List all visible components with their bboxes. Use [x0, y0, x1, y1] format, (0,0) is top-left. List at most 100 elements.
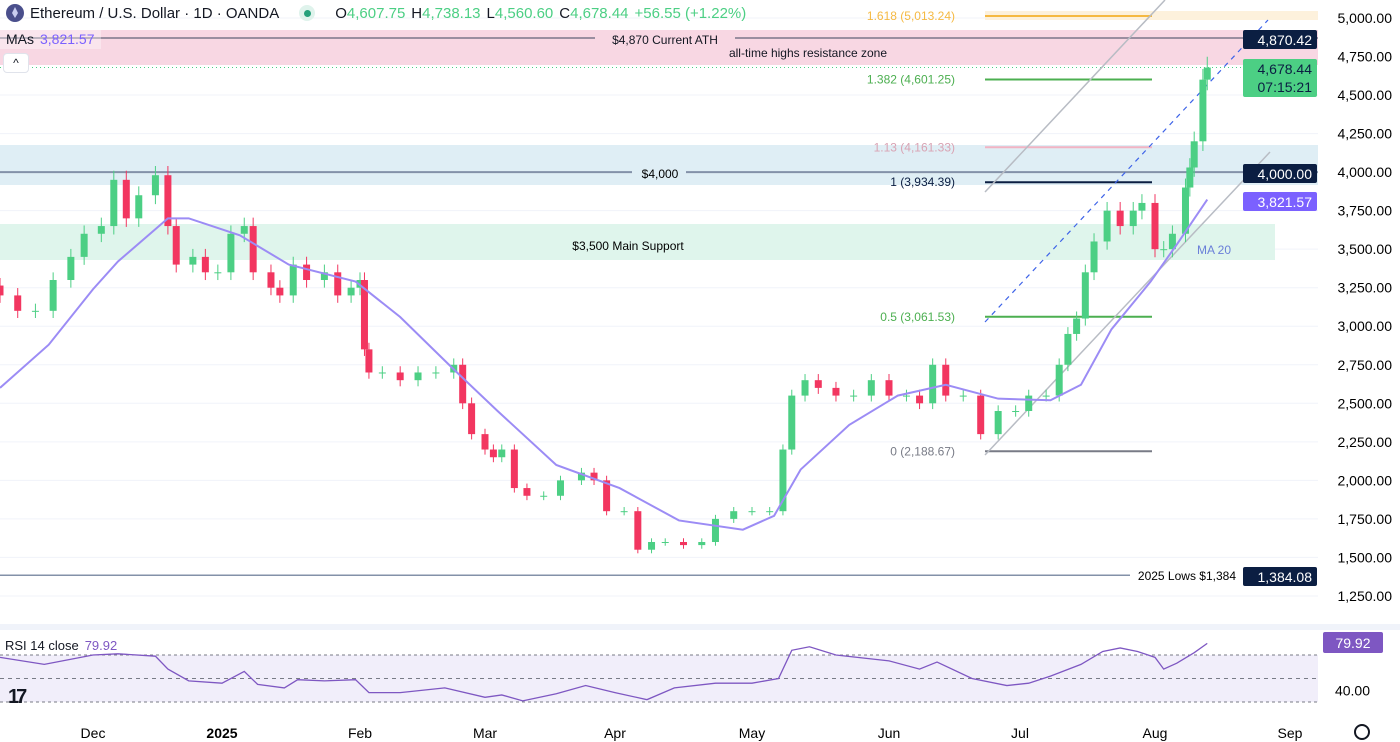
change-value: +56.55 (+1.22%) — [634, 4, 747, 22]
candle-body — [189, 256, 197, 265]
candle-body — [730, 511, 738, 519]
price-tick: 1,250.00 — [1338, 588, 1393, 604]
candle-body — [1151, 202, 1159, 250]
candle-body — [577, 472, 585, 481]
price-tick: 3,250.00 — [1338, 280, 1393, 296]
time-tick: May — [739, 725, 765, 741]
ethereum-logo-icon — [6, 4, 24, 22]
ath-price-text: 4,870.42 — [1258, 32, 1313, 48]
price-tick: 1,500.00 — [1338, 549, 1393, 565]
candle-body — [1090, 241, 1098, 273]
ma-price-badge — [1243, 192, 1317, 211]
candle-body — [867, 380, 875, 396]
price-tick: 5,000.00 — [1338, 10, 1393, 26]
channel-lower-line — [984, 151, 1271, 456]
candle-body — [1042, 395, 1050, 397]
low-value: 4,560.60 — [494, 4, 554, 22]
candle-body — [603, 480, 611, 512]
candle-body — [276, 287, 284, 296]
level-4000-price-text: 4,000.00 — [1258, 166, 1313, 182]
candle-body — [227, 233, 235, 273]
high-value: 4,738.13 — [422, 4, 481, 22]
rsi-legend[interactable]: RSI 14 close 79.92 — [5, 638, 118, 653]
candle-body — [110, 179, 118, 227]
level-4000-label: $4,000 — [642, 167, 679, 181]
candle-body — [788, 395, 796, 450]
market-status-icon[interactable] — [299, 5, 316, 21]
candle-body — [510, 449, 518, 489]
candle-body — [1203, 67, 1211, 80]
candle-body — [0, 285, 4, 296]
price-tick: 4,750.00 — [1338, 49, 1393, 65]
time-tick: Sep — [1278, 725, 1303, 741]
ma-value: 3,821.57 — [40, 31, 95, 47]
candle-body — [1064, 333, 1072, 365]
candle-body — [698, 542, 706, 546]
candle-body — [959, 395, 967, 397]
candle-body — [489, 449, 497, 458]
candle-body — [1103, 210, 1111, 242]
candle-body — [1129, 210, 1137, 227]
candle-body — [766, 511, 774, 513]
time-tick: Mar — [473, 725, 497, 741]
candle-body — [801, 380, 809, 396]
candle-body — [1160, 249, 1168, 251]
candle-body — [1181, 187, 1189, 234]
candle-body — [942, 364, 950, 396]
candle-body — [1025, 395, 1033, 412]
support-label: $3,500 Main Support — [572, 239, 684, 253]
time-tick: Jul — [1011, 725, 1029, 741]
candle-body — [249, 226, 257, 273]
time-tick: 2025 — [206, 725, 237, 741]
candle-body — [334, 272, 342, 296]
tradingview-logo: 17 — [8, 686, 27, 708]
time-tick: Feb — [348, 725, 372, 741]
price-tick: 2,500.00 — [1338, 395, 1393, 411]
candle-body — [977, 395, 985, 435]
candle-body — [164, 175, 172, 227]
candle-body — [240, 226, 248, 234]
candle-body — [14, 295, 22, 311]
candle-body — [850, 395, 858, 397]
time-tick: Aug — [1143, 725, 1168, 741]
price-tick: 2,000.00 — [1338, 472, 1393, 488]
symbol-title[interactable]: Ethereum / U.S. Dollar · 1D · OANDA — [30, 4, 280, 22]
lows-label: 2025 Lows $1,384 — [1138, 569, 1236, 583]
candle-body — [481, 434, 489, 450]
open-value: 4,607.75 — [346, 4, 406, 22]
channel-upper-line — [984, 0, 1166, 193]
close-value: 4,678.44 — [570, 4, 629, 22]
candle-body — [396, 372, 404, 381]
current-price-badge — [1243, 59, 1317, 97]
candle-body — [648, 542, 656, 550]
candle-body — [267, 272, 275, 288]
collapse-legend-button[interactable]: ^ — [3, 53, 29, 73]
candle-body — [414, 372, 422, 381]
level-4000-price-badge — [1243, 164, 1317, 183]
candle-body — [432, 372, 440, 374]
current-price-text: 4,678.44 — [1258, 61, 1313, 77]
candle-body — [172, 226, 180, 265]
candle-body — [31, 310, 39, 312]
candle-body — [365, 349, 373, 373]
candle-body — [634, 511, 642, 550]
candle-body — [1138, 202, 1146, 211]
fib-level-label: 0.5 (3,061.53) — [880, 310, 955, 324]
trend-dashed-line — [984, 19, 1269, 323]
lows-price-text: 1,384.08 — [1258, 569, 1313, 585]
settings-icon[interactable] — [1354, 724, 1370, 740]
time-tick: Jun — [878, 725, 901, 741]
candle-body — [49, 280, 57, 311]
support-zone — [0, 224, 1275, 260]
price-tick: 3,000.00 — [1338, 318, 1393, 334]
candle-body — [1186, 167, 1194, 188]
rsi-badge-text: 79.92 — [1335, 635, 1370, 651]
candle-body — [1055, 364, 1063, 396]
price-tick: 4,000.00 — [1338, 164, 1393, 180]
ma-legend[interactable]: MAs 3,821.57 — [0, 29, 101, 49]
ma20-label: MA 20 — [1197, 243, 1231, 257]
candle-body — [468, 403, 476, 435]
price-tick: 2,250.00 — [1338, 434, 1393, 450]
candle-body — [1081, 272, 1089, 319]
